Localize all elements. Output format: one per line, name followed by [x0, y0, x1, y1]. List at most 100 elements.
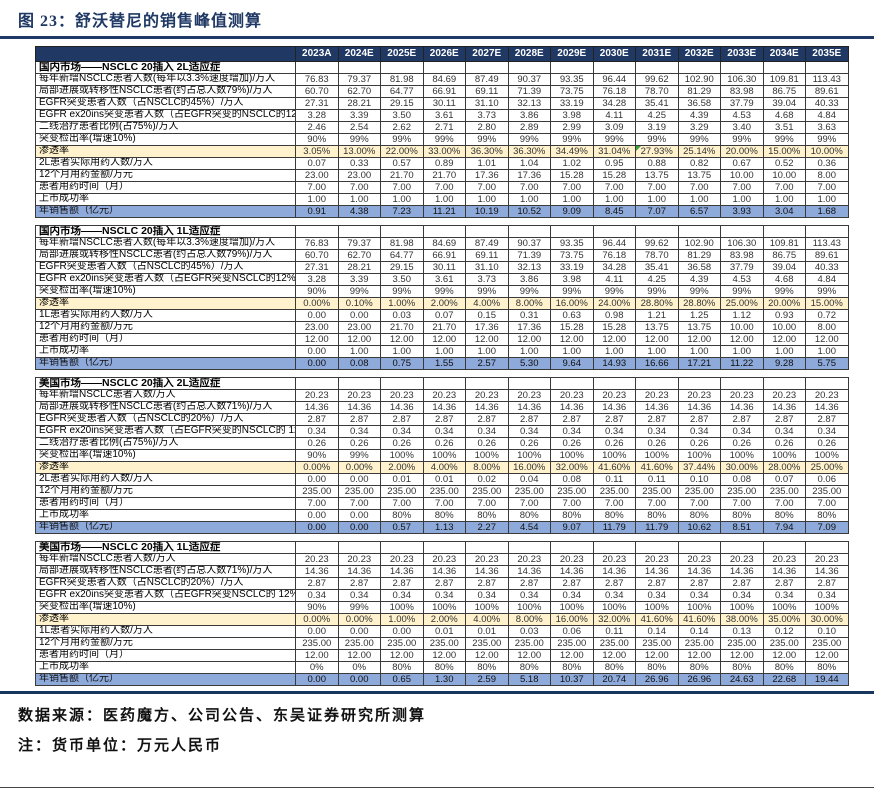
value-cell: 21.70	[380, 321, 424, 335]
value-cell: 0.11	[592, 625, 636, 639]
value-cell: 0.72	[805, 309, 849, 323]
value-cell: 81.98	[380, 73, 424, 87]
value-cell: 27.31	[295, 261, 339, 275]
value-cell: 0.26	[677, 437, 721, 451]
data-row: 局部进展或转移性NSCLC患者(约占总人数71%)/万人 14.36 14.36 14…	[35, 565, 849, 579]
value-cell: 12.00	[337, 333, 381, 347]
value-cell: 20.23	[762, 389, 806, 403]
value-cell: 20.23	[635, 553, 679, 567]
value-cell: 0.26	[550, 437, 594, 451]
value-cell: 17.36	[465, 321, 509, 335]
value-cell: 20.23	[677, 389, 721, 403]
value-cell: 0.88	[635, 157, 679, 171]
value-cell: 4.38	[337, 205, 381, 219]
value-cell: 12.00	[465, 649, 509, 663]
value-cell: 102.90	[677, 237, 721, 251]
value-cell: 38.00%	[720, 613, 764, 627]
value-cell: 7.00	[677, 181, 721, 195]
row-label-cell: EGFR ex20ins突变患者人数（占EGFR突变NSCLC的 12%）/万人	[35, 589, 296, 603]
value-cell: 99%	[422, 133, 466, 147]
value-cell: 1.00	[380, 345, 424, 359]
data-row: 渗透率 0.00% 0.00% 1.00% 2.00% 4.00% 8.00% 16.00% 3…	[35, 613, 849, 627]
value-cell: 66.91	[422, 249, 466, 263]
value-cell: 2.87	[295, 577, 339, 591]
value-cell: 10.19	[465, 205, 509, 219]
value-cell: 41.60%	[635, 613, 679, 627]
value-cell: 0.34	[762, 425, 806, 439]
value-cell: 14.36	[295, 565, 339, 579]
value-cell: 0.02	[465, 473, 509, 487]
value-cell: 100%	[507, 449, 551, 463]
row-label-cell: 二线治疗患者比例(占75%)/万人	[35, 121, 296, 135]
value-cell: 0.00%	[295, 461, 339, 475]
data-row: EGFR突变患者人数（占NSCLC的20%）/万人 2.87 2.87 2.87 2.8…	[35, 577, 849, 591]
row-label-cell: 突变检出率(增速10%)	[35, 133, 296, 147]
value-cell: 1.00	[805, 345, 849, 359]
currency-note-text: 注：货币单位：万元人民币	[18, 738, 223, 755]
value-cell: 2.87	[762, 413, 806, 427]
value-cell: 12.00	[380, 333, 424, 347]
year-header-cell: 2024E	[337, 46, 381, 62]
value-cell: 99%	[337, 449, 381, 463]
value-cell: 31.10	[465, 261, 509, 275]
value-cell: 2.00%	[422, 297, 466, 311]
value-cell: 29.15	[380, 261, 424, 275]
data-row: EGFR ex20ins突变患者人数（占EGFR突变NSCLC的 12%）/万人…	[35, 589, 849, 603]
value-cell: 20.23	[805, 389, 849, 403]
value-cell: 35.00%	[762, 613, 806, 627]
value-cell: 235.00	[295, 637, 339, 651]
empty-cell	[592, 60, 636, 75]
value-cell: 0.00	[295, 357, 339, 371]
value-cell: 11.79	[592, 521, 636, 535]
value-cell: 27.93%	[635, 145, 679, 159]
value-cell: 0.00	[295, 309, 339, 323]
value-cell: 12.00	[677, 649, 721, 663]
value-cell: 99%	[550, 285, 594, 299]
value-cell: 24.00%	[592, 297, 636, 311]
value-cell: 3.50	[380, 109, 424, 123]
row-label-cell: EGFR突变患者人数（占NSCLC的45%）/万人	[35, 97, 296, 111]
value-cell: 235.00	[762, 637, 806, 651]
value-cell: 34.28	[592, 261, 636, 275]
value-cell: 100%	[422, 601, 466, 615]
value-cell: 0.01	[380, 473, 424, 487]
value-cell: 2.87	[422, 577, 466, 591]
section-title-cell: 国内市场——NSCLC 20插入 1L适应症	[35, 225, 296, 239]
value-cell: 2.87	[337, 577, 381, 591]
value-cell: 7.00	[592, 181, 636, 195]
value-cell: 89.61	[805, 249, 849, 263]
value-cell: 28.21	[337, 261, 381, 275]
value-cell: 0.00	[337, 521, 381, 535]
value-cell: 14.36	[295, 401, 339, 415]
value-cell: 1.00	[465, 193, 509, 207]
row-label-cell: 年销售额（亿元）	[35, 205, 296, 219]
value-cell: 0.34	[762, 589, 806, 603]
value-cell: 235.00	[635, 637, 679, 651]
value-cell: 14.36	[507, 565, 551, 579]
value-cell: 23.00	[295, 169, 339, 183]
value-cell: 1.00	[465, 345, 509, 359]
value-cell: 0%	[295, 661, 339, 675]
row-label-cell: 12个月用药金额/万元	[35, 485, 296, 499]
value-cell: 80%	[380, 661, 424, 675]
value-cell: 2.87	[592, 577, 636, 591]
value-cell: 113.43	[805, 237, 849, 251]
value-cell: 20.23	[295, 553, 339, 567]
value-cell: 2.00%	[422, 613, 466, 627]
empty-cell	[507, 225, 551, 239]
value-cell: 80%	[592, 509, 636, 523]
value-cell: 0.26	[592, 437, 636, 451]
value-cell: 99%	[762, 285, 806, 299]
value-cell: 12.00	[295, 649, 339, 663]
value-cell: 12.00	[337, 649, 381, 663]
value-cell: 99.62	[635, 237, 679, 251]
value-cell: 62.70	[337, 249, 381, 263]
value-cell: 25.14%	[677, 145, 721, 159]
value-cell: 0.26	[805, 437, 849, 451]
value-cell: 80%	[762, 509, 806, 523]
value-cell: 1.00	[337, 345, 381, 359]
value-cell: 90%	[295, 449, 339, 463]
value-cell: 0.33	[337, 157, 381, 171]
empty-cell	[677, 60, 721, 75]
value-cell: 22.00%	[380, 145, 424, 159]
